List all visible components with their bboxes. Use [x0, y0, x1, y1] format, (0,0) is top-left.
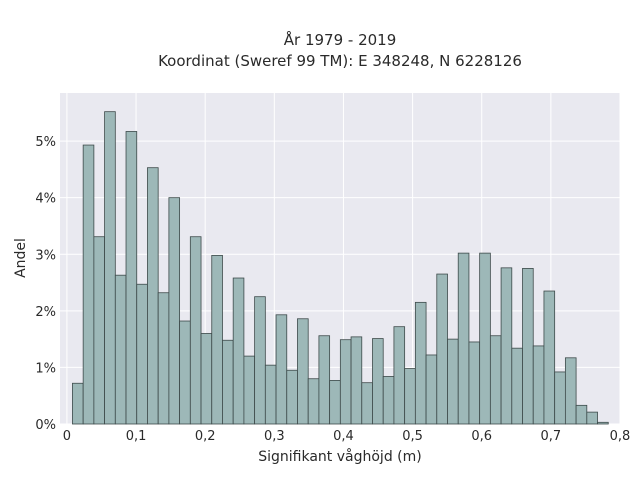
- y-tick-label: 2%: [35, 305, 56, 320]
- x-tick-label: 0,7: [541, 429, 562, 444]
- y-tick-label: 0%: [35, 418, 56, 433]
- x-tick-label: 0,3: [264, 429, 285, 444]
- histogram-bar: [393, 326, 406, 425]
- histogram-bar: [232, 277, 245, 425]
- histogram-bar: [361, 382, 373, 425]
- histogram-bar: [597, 421, 609, 425]
- histogram-bar: [532, 345, 545, 425]
- histogram-bar: [425, 354, 438, 425]
- histogram-bar: [586, 411, 598, 425]
- histogram-bar: [414, 301, 427, 425]
- y-axis-ticks: 0% 1% 2% 3% 4% 5%: [35, 135, 56, 433]
- histogram-bar: [404, 368, 416, 425]
- histogram-bar: [72, 382, 84, 425]
- histogram-bar: [179, 320, 191, 425]
- histogram-bar: [264, 364, 277, 425]
- histogram-bar: [468, 341, 481, 425]
- histogram-bar: [436, 273, 448, 425]
- x-tick-label: 0,1: [126, 429, 147, 444]
- x-tick-label: 0,2: [195, 429, 216, 444]
- histogram-bar: [457, 252, 470, 425]
- histogram-bar: [147, 167, 159, 425]
- histogram-bar: [136, 283, 148, 425]
- histogram-bar: [318, 335, 331, 425]
- histogram-bar: [243, 355, 256, 425]
- histogram-bar: [168, 197, 181, 425]
- histogram-bar: [286, 369, 298, 425]
- histogram-bar: [372, 338, 384, 425]
- y-tick-label: 4%: [35, 192, 56, 207]
- y-axis-label: Andel: [13, 238, 29, 278]
- histogram-bar: [211, 254, 223, 425]
- histogram-bar: [93, 236, 105, 425]
- histogram-bar: [189, 236, 202, 425]
- x-axis-ticks: 0 0,1 0,2 0,3 0,4 0,5 0,6 0,7 0,8: [63, 429, 631, 444]
- histogram-bar: [382, 376, 395, 425]
- chart-title-line2: Koordinat (Sweref 99 TM): E 348248, N 62…: [158, 52, 522, 70]
- x-tick-label: 0: [63, 429, 71, 444]
- x-tick-label: 0,4: [333, 429, 354, 444]
- histogram-bar: [500, 267, 513, 425]
- histogram-bar: [447, 338, 459, 425]
- histogram-bar: [157, 292, 170, 425]
- histogram-bar: [222, 339, 234, 425]
- histogram-bar: [339, 339, 352, 425]
- x-tick-label: 0,5: [402, 429, 423, 444]
- histogram-bar: [511, 347, 523, 425]
- histogram-bar: [307, 378, 320, 425]
- histogram-bar: [200, 333, 213, 425]
- histogram-bar: [350, 336, 363, 425]
- bars: [72, 111, 609, 425]
- chart-title-line1: År 1979 - 2019: [284, 30, 397, 49]
- histogram-bar: [479, 252, 491, 425]
- histogram-bar: [329, 380, 341, 425]
- histogram-bar: [104, 111, 116, 425]
- y-tick-label: 1%: [35, 361, 56, 376]
- x-axis-label: Signifikant våghöjd (m): [258, 448, 421, 465]
- histogram-bar: [297, 318, 309, 425]
- histogram-bar: [254, 296, 266, 425]
- x-tick-label: 0,8: [610, 429, 631, 444]
- histogram-bar: [114, 274, 127, 425]
- histogram-bar: [575, 404, 588, 425]
- histogram-bar: [489, 335, 502, 425]
- y-tick-label: 5%: [35, 135, 56, 150]
- histogram-bar: [543, 290, 556, 425]
- histogram-bar: [125, 131, 138, 425]
- histogram-bar: [554, 371, 566, 425]
- x-tick-label: 0,6: [471, 429, 492, 444]
- histogram-bar: [564, 357, 577, 425]
- histogram-bar: [522, 268, 534, 425]
- histogram-bar: [275, 314, 288, 425]
- y-tick-label: 3%: [35, 248, 56, 263]
- histogram-bar: [82, 144, 95, 425]
